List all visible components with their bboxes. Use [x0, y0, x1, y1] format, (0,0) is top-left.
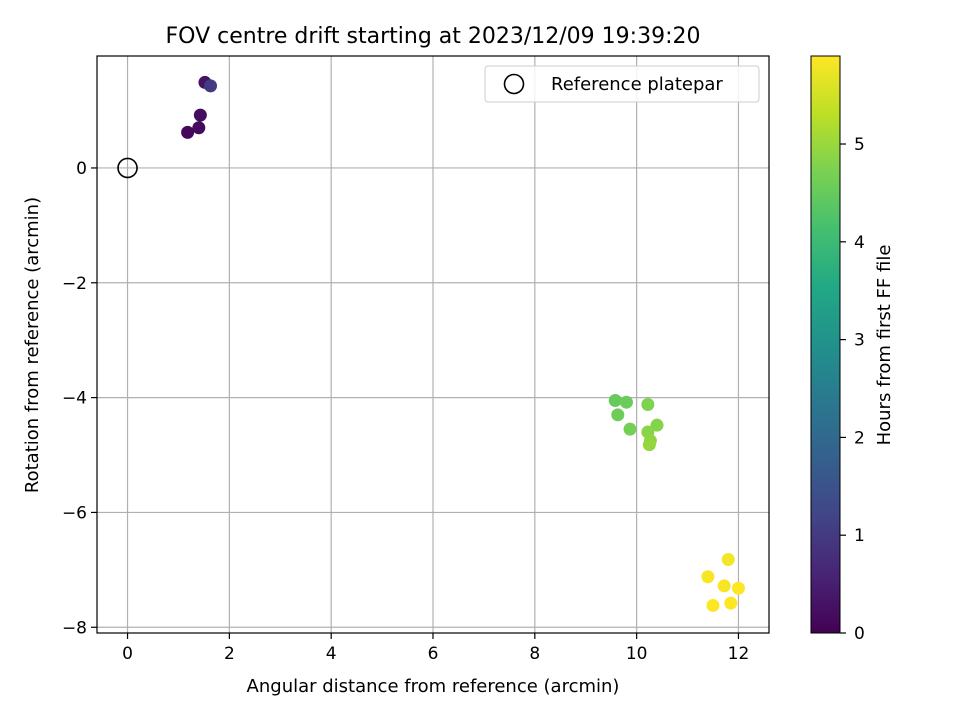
colorbar-tick-label: 5: [854, 135, 865, 155]
data-point: [706, 598, 720, 612]
data-point: [642, 438, 656, 452]
y-tick-label: −6: [62, 503, 87, 523]
data-point: [181, 125, 195, 139]
data-point: [611, 408, 625, 422]
x-tick-label: 8: [529, 644, 540, 664]
y-axis-label: Rotation from reference (arcmin): [22, 197, 43, 493]
y-tick-label: 0: [76, 159, 87, 179]
data-point: [619, 395, 633, 409]
data-point: [641, 397, 655, 411]
data-point: [650, 418, 664, 432]
grid: [97, 56, 769, 633]
legend: Reference platepar: [484, 65, 760, 103]
data-point: [717, 579, 731, 593]
data-point: [608, 393, 622, 407]
colorbar-ticks: 0 1 2 3 4 5: [840, 135, 865, 644]
chart-title: FOV centre drift starting at 2023/12/09 …: [166, 24, 701, 49]
legend-box: [484, 65, 760, 103]
x-tick-label: 6: [428, 644, 439, 664]
data-point: [701, 570, 715, 584]
colorbar-tick-label: 1: [854, 526, 865, 546]
data-point: [204, 79, 218, 93]
x-tick-label: 2: [224, 644, 235, 664]
x-tick-label: 4: [326, 644, 337, 664]
x-tick-label: 10: [626, 644, 648, 664]
data-points: [181, 75, 745, 612]
x-axis-ticks: 0 2 4 6 8 10 12: [122, 633, 749, 664]
colorbar: [810, 55, 841, 634]
y-tick-label: −8: [62, 618, 87, 638]
y-tick-label: −4: [62, 389, 87, 409]
colorbar-tick-label: 0: [854, 624, 865, 644]
y-axis-ticks: 0 −2 −4 −6 −8: [62, 159, 97, 638]
x-tick-label: 0: [122, 644, 133, 664]
x-tick-label: 12: [728, 644, 750, 664]
data-point: [623, 422, 637, 436]
data-point: [192, 121, 206, 135]
data-point: [731, 581, 745, 595]
reference-point: [117, 157, 138, 179]
data-point: [193, 108, 207, 122]
legend-entry: Reference platepar: [551, 74, 723, 95]
colorbar-tick-label: 4: [854, 233, 865, 253]
colorbar-tick-label: 3: [854, 331, 865, 351]
x-axis-label: Angular distance from reference (arcmin): [247, 676, 620, 697]
colorbar-tick-label: 2: [854, 428, 865, 448]
data-point: [721, 553, 735, 567]
data-point: [724, 596, 738, 610]
colorbar-label: Hours from first FF file: [874, 245, 895, 446]
legend-marker: [503, 73, 525, 95]
y-tick-label: −2: [62, 274, 87, 294]
